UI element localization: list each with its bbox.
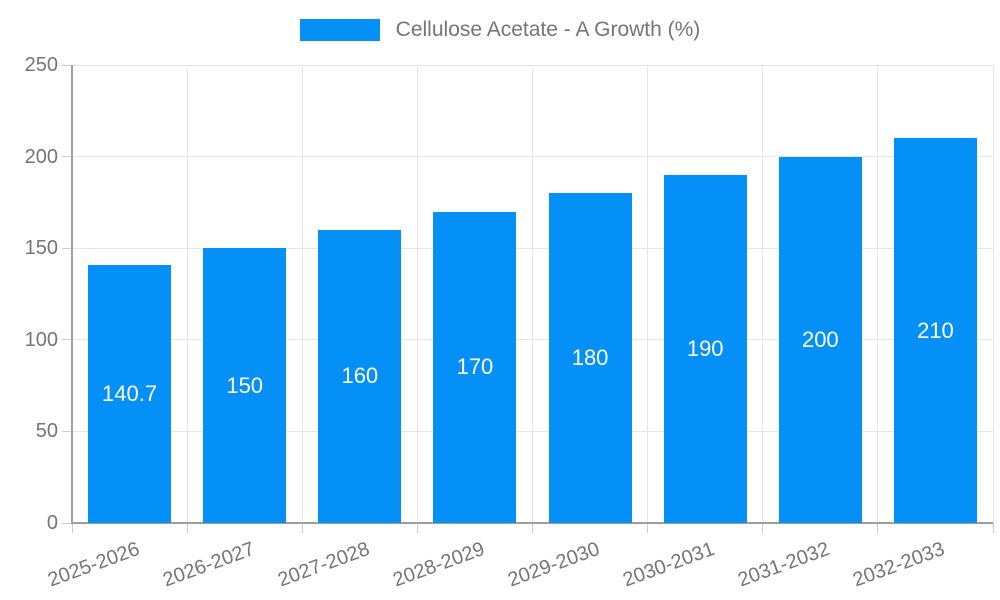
bar[interactable] [548,193,632,523]
x-gridline [647,65,649,523]
x-gridline [992,65,994,523]
y-axis-tick [62,339,72,341]
bar-value-label: 190 [686,335,724,361]
x-axis-tick [877,523,879,533]
y-axis-label: 100 [24,328,58,351]
x-gridline [416,65,418,523]
x-axis-tick [71,523,73,533]
x-gridline [532,65,533,523]
x-gridline [762,65,764,523]
x-axis-tick [186,523,188,533]
x-axis-tick [416,523,418,533]
x-axis-line [72,522,993,524]
y-axis-tick [62,522,72,524]
y-axis-label: 150 [24,237,58,260]
bar[interactable] [778,156,862,523]
bar-value-label: 170 [456,354,494,380]
x-gridline [877,65,879,523]
legend-swatch-icon [299,19,380,41]
x-axis-tick [301,523,303,533]
y-axis-label: 50 [35,420,58,443]
y-axis-label: 0 [46,512,58,534]
bar-value-label: 210 [917,317,954,343]
x-axis-tick [647,523,649,533]
x-gridline [186,65,188,523]
x-gridline [301,65,303,523]
y-axis-tick [62,247,72,249]
x-axis-tick [992,523,994,533]
y-axis-tick [62,156,72,158]
y-axis-label: 250 [24,54,58,76]
bar-value-label: 200 [801,326,839,352]
x-axis-tick [532,523,533,533]
y-axis-label: 200 [24,145,58,168]
bar-value-label: 150 [226,372,264,398]
bar-value-label: 140.7 [102,381,158,407]
bar[interactable] [318,229,402,523]
bar-value-label: 180 [571,345,609,371]
bar[interactable] [433,211,517,523]
bar[interactable] [88,265,172,523]
legend-label: Cellulose Acetate - A Growth (%) [395,18,701,41]
bar[interactable] [893,138,977,523]
bar[interactable] [203,248,287,523]
y-axis-tick [62,64,72,66]
legend[interactable]: Cellulose Acetate - A Growth (%) [0,18,1000,42]
y-axis-line [71,65,73,524]
bar-value-label: 160 [341,363,379,389]
y-axis-tick [62,430,72,432]
x-axis-tick [762,523,764,533]
bar[interactable] [663,174,747,523]
